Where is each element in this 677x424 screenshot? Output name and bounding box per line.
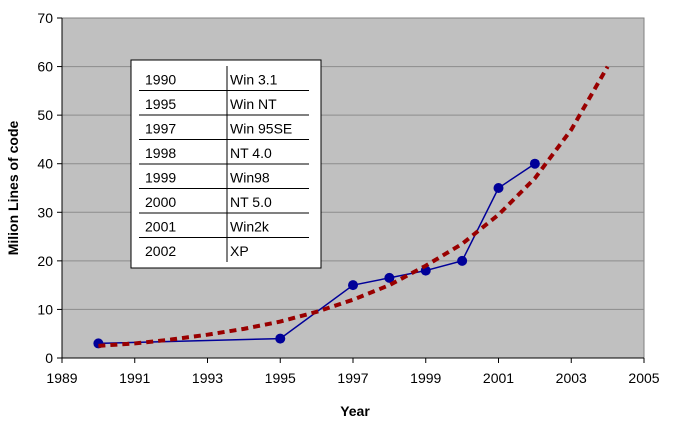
y-tick-label: 10 [37, 301, 53, 317]
table-year: 2002 [145, 243, 176, 259]
y-tick-label: 0 [45, 350, 53, 366]
x-tick-label: 1993 [192, 370, 223, 386]
table-os: NT 4.0 [230, 145, 272, 161]
table-os: Win2k [230, 219, 270, 235]
data-point [529, 158, 540, 169]
table-os: Win 95SE [230, 121, 292, 137]
axes: 0 10 20 30 40 50 60 70 1989 1991 1993 1995 1997 1999 2… [37, 10, 659, 386]
table-year: 1990 [145, 72, 176, 88]
legend-table: 1990 Win 3.1 1995 Win NT 1997 Win 95SE 1998 NT … [130, 59, 322, 269]
x-tick-label: 2001 [483, 370, 514, 386]
table-year: 2000 [145, 194, 176, 210]
y-tick-label: 70 [37, 10, 53, 26]
data-point [348, 280, 358, 291]
x-tick-label: 1997 [337, 370, 368, 386]
table-os: XP [230, 243, 249, 259]
table-year: 1995 [145, 96, 176, 112]
x-tick-label: 1989 [46, 370, 77, 386]
table-year: 1999 [145, 170, 176, 186]
table-year: 1997 [145, 121, 176, 137]
y-tick-label: 50 [37, 107, 53, 123]
data-point [457, 255, 468, 266]
table-year: 2001 [145, 219, 176, 235]
x-tick-label: 2003 [556, 370, 587, 386]
y-tick-label: 20 [37, 253, 53, 269]
table-os: NT 5.0 [230, 194, 272, 210]
data-point [493, 183, 504, 193]
y-tick-label: 60 [37, 59, 53, 75]
x-tick-label: 2005 [628, 370, 659, 386]
x-tick-label: 1999 [410, 370, 441, 386]
data-point [384, 272, 395, 283]
y-axis-title: Milion Lines of code [5, 121, 21, 256]
trend-line [98, 65, 610, 348]
x-tick-label: 1991 [119, 370, 150, 386]
series-line [98, 163, 536, 345]
table-os: Win 3.1 [230, 72, 278, 88]
data-point [275, 333, 286, 344]
table-year: 1998 [145, 145, 176, 161]
table-os: Win NT [230, 96, 277, 112]
table-os: Win98 [230, 170, 270, 186]
x-tick-label: 1995 [265, 370, 296, 386]
series [93, 65, 610, 349]
y-tick-label: 30 [37, 204, 53, 220]
x-axis-title: Year [340, 403, 370, 419]
y-tick-label: 40 [37, 156, 53, 172]
